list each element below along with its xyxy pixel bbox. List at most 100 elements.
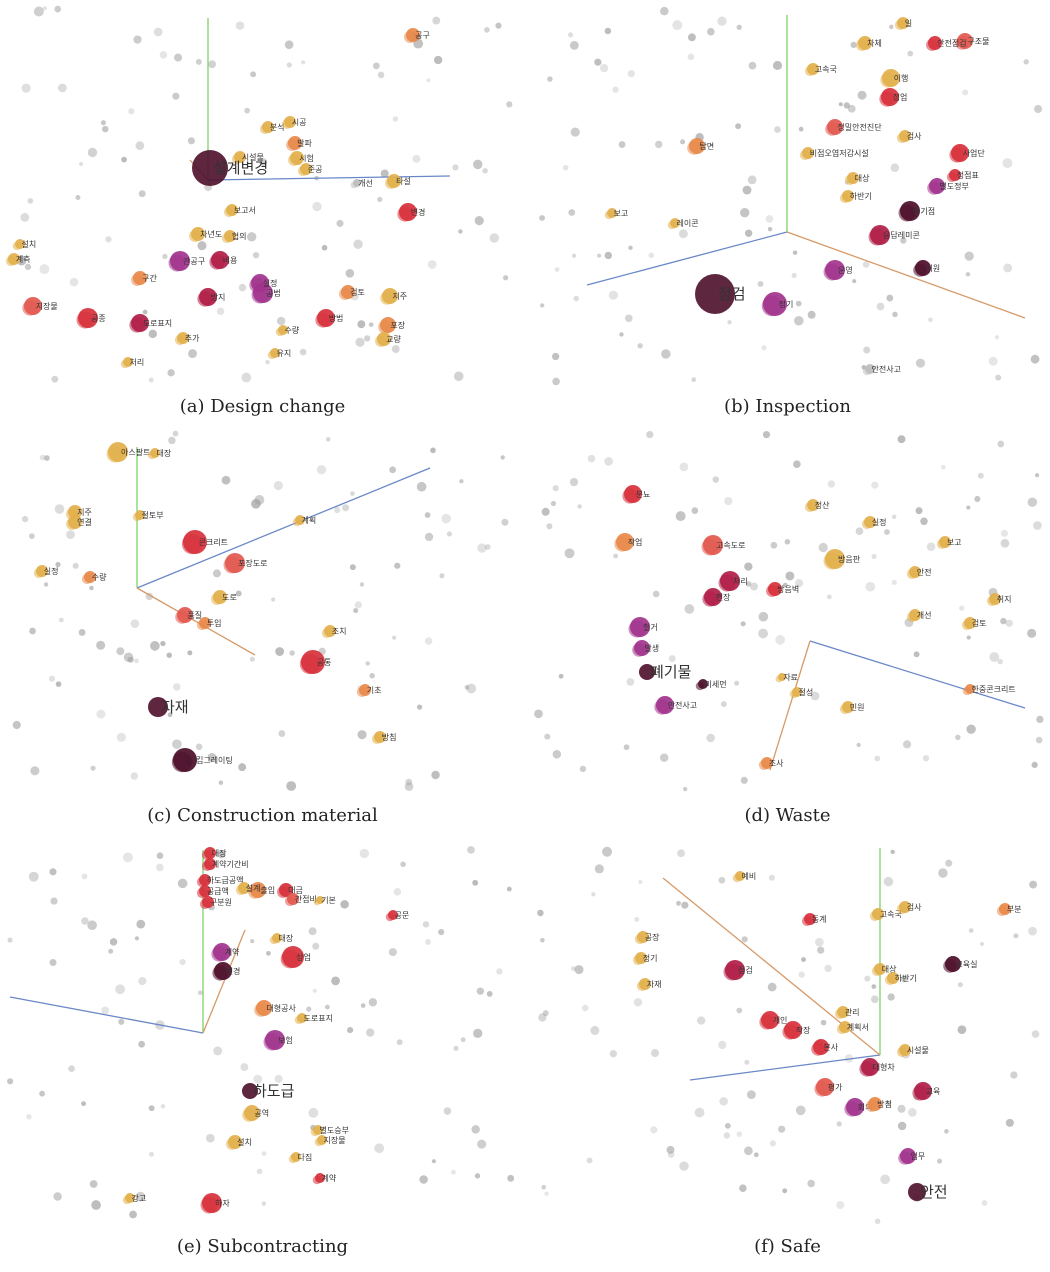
background-point [501, 518, 509, 526]
word-point [939, 536, 951, 548]
background-point [116, 647, 125, 656]
background-point [891, 579, 897, 585]
background-point [612, 86, 619, 93]
word-point [813, 1039, 829, 1055]
background-point [902, 740, 912, 749]
word-point [214, 962, 232, 980]
background-point [537, 909, 544, 917]
background-point [740, 776, 748, 784]
background-point [438, 928, 445, 936]
word-label: 계약 [225, 947, 240, 957]
word-point [256, 1000, 272, 1016]
word-point [616, 533, 634, 551]
background-point [1031, 1030, 1040, 1038]
main-word-label: 안전 [920, 1183, 948, 1201]
word-label: 공장 [645, 932, 660, 942]
word-point [377, 332, 391, 346]
word-point [279, 883, 293, 897]
word-label: 지장물 [36, 301, 58, 311]
word-point [108, 442, 128, 462]
background-point [718, 1040, 727, 1050]
background-point [130, 772, 139, 780]
background-point [81, 917, 89, 925]
word-point [265, 1030, 285, 1050]
background-point [275, 647, 285, 656]
background-point [474, 216, 484, 226]
word-point [887, 972, 899, 984]
background-point [51, 375, 59, 383]
word-point [68, 505, 82, 519]
word-point [78, 308, 98, 328]
word-point [199, 874, 211, 886]
background-point [938, 868, 948, 878]
background-point [680, 139, 686, 145]
word-point [607, 208, 617, 218]
word-point [725, 960, 745, 980]
background-point [377, 71, 385, 79]
background-point [707, 27, 715, 36]
background-point [284, 40, 294, 50]
word-point [288, 136, 302, 150]
word-point [868, 1097, 882, 1111]
background-point [274, 1074, 283, 1083]
background-point [69, 277, 79, 287]
background-point [782, 582, 788, 588]
background-point [774, 126, 781, 133]
background-point [684, 604, 695, 614]
word-point [842, 701, 854, 713]
word-label: 부분 [1007, 905, 1022, 914]
background-point [770, 541, 778, 549]
main-word-point [639, 664, 655, 680]
background-point [446, 531, 453, 537]
background-point [574, 965, 584, 975]
background-point [691, 377, 697, 382]
background-point [795, 300, 802, 307]
background-point [1035, 736, 1043, 744]
word-point [945, 956, 961, 972]
background-point [782, 1188, 788, 1194]
word-point [24, 297, 42, 315]
background-point [836, 1121, 842, 1127]
background-point [883, 876, 894, 887]
background-point [768, 874, 775, 881]
background-point [675, 511, 686, 522]
background-point [850, 41, 857, 49]
main-word-point [148, 697, 168, 717]
word-label: 안전점검 [937, 38, 966, 48]
background-point [1027, 497, 1038, 507]
background-point [567, 32, 574, 38]
word-label: 철거 [643, 622, 658, 632]
background-point [539, 303, 545, 308]
background-point [486, 991, 493, 997]
background-point [723, 1132, 731, 1139]
background-point [216, 307, 225, 316]
x-axis-line [689, 1054, 881, 1081]
background-point [594, 864, 604, 874]
background-point [604, 27, 612, 35]
word-label: 시설물 [242, 152, 264, 162]
word-label: 대형공사 [266, 1004, 296, 1013]
word-point [837, 1006, 849, 1018]
background-point [148, 329, 158, 339]
background-point [250, 939, 255, 944]
background-point [979, 941, 985, 947]
background-point [795, 1105, 806, 1116]
word-label: 대금 [288, 886, 303, 895]
background-point [1003, 263, 1013, 273]
background-point [744, 562, 753, 571]
word-point [839, 1021, 851, 1033]
background-point [871, 984, 877, 989]
background-point [474, 1173, 481, 1179]
background-point [187, 650, 193, 656]
background-point [49, 958, 57, 967]
background-point [426, 78, 431, 83]
word-label: 안전 [917, 567, 932, 577]
word-point [15, 239, 25, 249]
caption-f: (f) Safe [754, 1236, 821, 1257]
word-label: 포장 [390, 320, 405, 330]
word-point [406, 28, 420, 42]
background-point [660, 6, 669, 16]
word-label: 공문 [395, 911, 410, 920]
